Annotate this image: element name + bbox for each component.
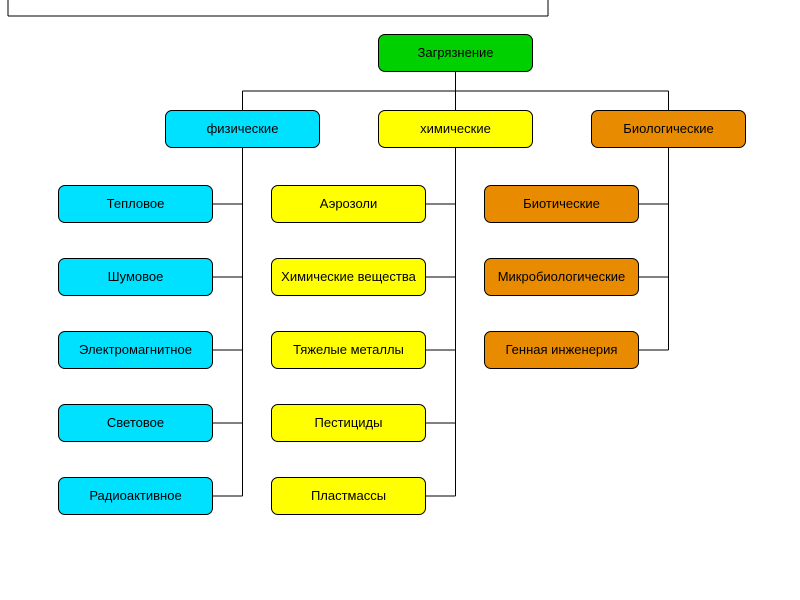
item-chemical-2-label: Тяжелые металлы: [293, 343, 404, 357]
item-physical-4-label: Радиоактивное: [89, 489, 181, 503]
item-physical-2-label: Электромагнитное: [79, 343, 192, 357]
item-biological-1-label: Микробиологические: [498, 270, 626, 284]
item-chemical-3-label: Пестициды: [315, 416, 383, 430]
category-chemical-label: химические: [420, 122, 491, 136]
item-biological-0-label: Биотические: [523, 197, 600, 211]
item-chemical-4: Пластмассы: [271, 477, 426, 515]
item-chemical-3: Пестициды: [271, 404, 426, 442]
item-physical-2: Электромагнитное: [58, 331, 213, 369]
item-biological-2: Генная инженерия: [484, 331, 639, 369]
category-chemical: химические: [378, 110, 533, 148]
item-chemical-2: Тяжелые металлы: [271, 331, 426, 369]
item-physical-4: Радиоактивное: [58, 477, 213, 515]
item-physical-0-label: Тепловое: [107, 197, 165, 211]
item-chemical-1: Химические вещества: [271, 258, 426, 296]
item-physical-3: Световое: [58, 404, 213, 442]
category-biological-label: Биологические: [623, 122, 713, 136]
root-node: Загрязнение: [378, 34, 533, 72]
item-chemical-4-label: Пластмассы: [311, 489, 386, 503]
category-physical-label: физические: [207, 122, 279, 136]
item-chemical-0: Аэрозоли: [271, 185, 426, 223]
item-biological-2-label: Генная инженерия: [506, 343, 618, 357]
item-physical-1: Шумовое: [58, 258, 213, 296]
item-biological-1: Микробиологические: [484, 258, 639, 296]
item-physical-3-label: Световое: [107, 416, 164, 430]
item-physical-1-label: Шумовое: [108, 270, 164, 284]
category-physical: физические: [165, 110, 320, 148]
root-node-label: Загрязнение: [418, 46, 494, 60]
item-chemical-1-label: Химические вещества: [281, 270, 416, 284]
item-physical-0: Тепловое: [58, 185, 213, 223]
category-biological: Биологические: [591, 110, 746, 148]
item-biological-0: Биотические: [484, 185, 639, 223]
item-chemical-0-label: Аэрозоли: [320, 197, 378, 211]
